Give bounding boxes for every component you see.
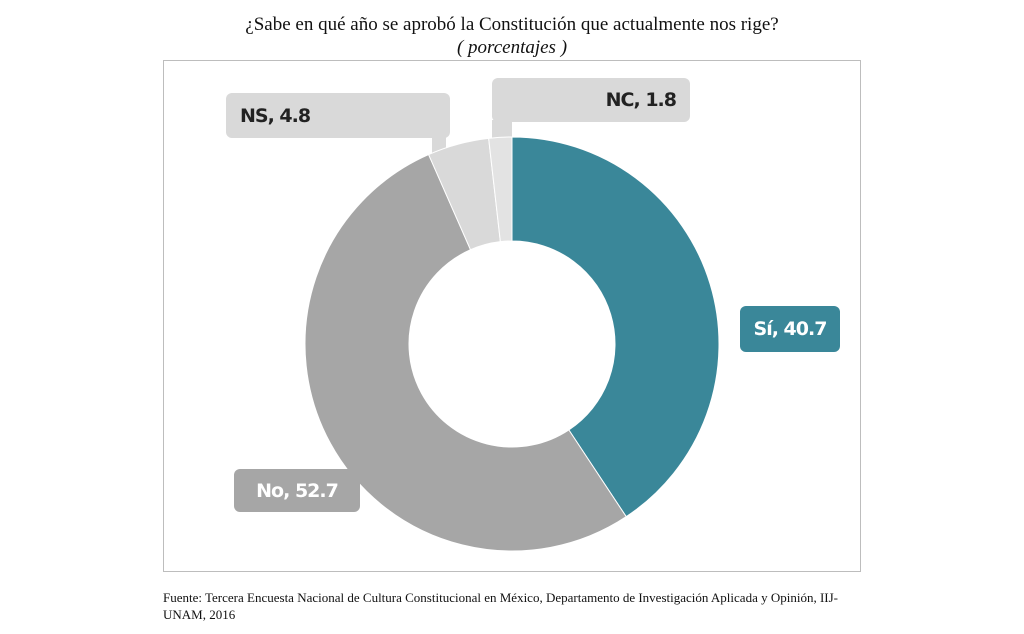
slice-nc <box>488 136 513 243</box>
chart-title: ¿Sabe en qué año se aprobó la Constituci… <box>245 14 779 35</box>
slice-sí <box>511 136 720 518</box>
data-label-ns: NS, 4.8 <box>226 93 450 138</box>
chart-frame <box>163 60 861 572</box>
data-label-si: Sí, 40.7 <box>740 306 840 352</box>
chart-subtitle: ( porcentajes ) <box>456 37 568 58</box>
data-label-no: No, 52.7 <box>234 469 360 512</box>
slice-no <box>304 153 627 552</box>
data-label-nc: NC, 1.8 <box>492 78 690 122</box>
source-note: Fuente: Tercera Encuesta Nacional de Cul… <box>163 590 838 622</box>
